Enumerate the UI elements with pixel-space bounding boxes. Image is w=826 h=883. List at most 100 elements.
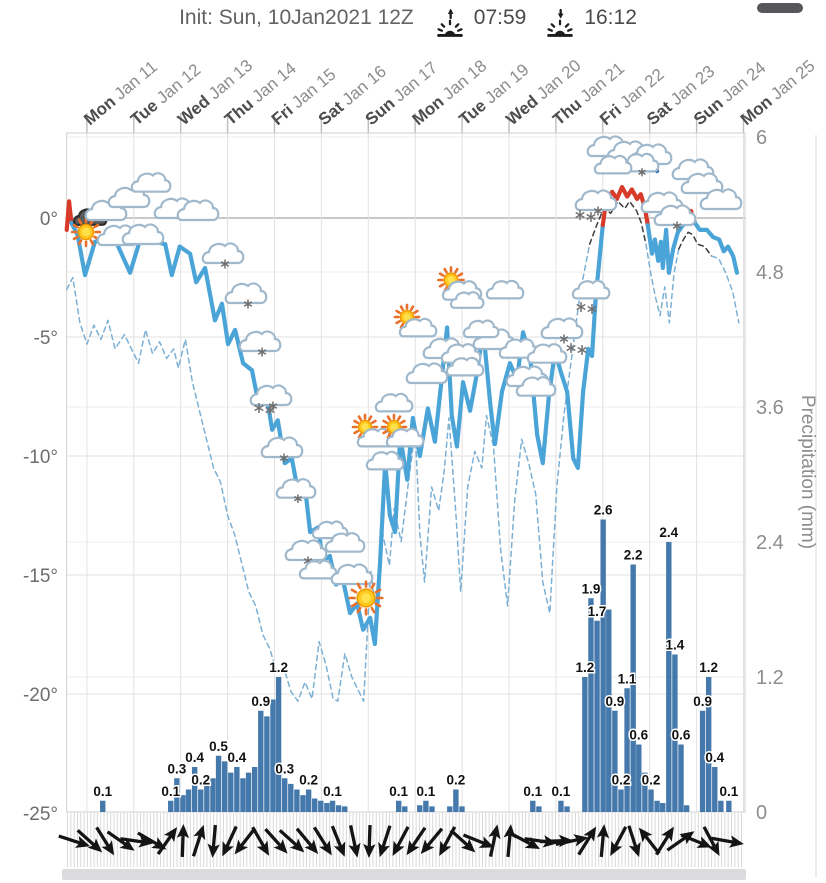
cloud-icon — [121, 223, 165, 246]
wind-arrow — [234, 827, 257, 855]
precip-value-label: 1.7 — [588, 604, 607, 619]
wind-arrow — [449, 829, 476, 853]
wind-arrow — [680, 833, 712, 848]
wind-arrow — [711, 835, 744, 848]
wind-arrow — [655, 826, 674, 856]
precip-value-label: 0.9 — [693, 694, 712, 709]
temp-tick-label: 0° — [40, 209, 58, 230]
precip-value-label: 0.6 — [629, 728, 648, 743]
precip-value-label: 1.9 — [582, 581, 601, 596]
precip-bar — [168, 800, 174, 812]
wind-arrow — [348, 825, 361, 858]
wind-arrow — [222, 825, 238, 857]
precip-bar — [594, 620, 600, 812]
drag-handle-icon[interactable] — [757, 3, 803, 13]
precip-bar — [288, 783, 294, 812]
precip-bar — [245, 772, 252, 812]
temperature-line — [64, 184, 740, 647]
wind-arrow — [638, 827, 661, 855]
precip-tick-label: 0 — [756, 802, 767, 824]
weather-icons — [70, 135, 743, 616]
wind-arrow — [156, 827, 178, 856]
cloud-icon — [526, 343, 568, 364]
precip-value-label: 0.4 — [185, 750, 204, 765]
precip-value-label: 0.1 — [719, 784, 738, 799]
temp-tick-label: -5° — [34, 328, 59, 349]
wind-arrow — [577, 826, 597, 856]
precip-value-label: 1.4 — [666, 638, 685, 653]
precip-value-label: 2.4 — [659, 525, 678, 540]
precip-bar — [294, 789, 300, 812]
cloud-icon — [324, 532, 366, 553]
cloud-icon — [374, 392, 414, 413]
precip-bar — [648, 789, 654, 812]
cloud-snow-icon — [284, 539, 328, 566]
wind-arrow — [503, 824, 516, 858]
cloud-icon — [445, 356, 485, 377]
precip-value-label: 0.2 — [446, 773, 465, 788]
init-label: Init: Sun, 10Jan2021 12Z — [179, 6, 414, 29]
precip-bar — [600, 519, 606, 812]
wind-arrows — [58, 824, 744, 858]
precip-bar — [258, 710, 264, 812]
precip-value-label: 0.1 — [161, 784, 180, 799]
precip-bar — [654, 800, 660, 812]
precip-bar — [453, 789, 459, 812]
precip-bar — [718, 800, 724, 812]
wind-arrow — [702, 826, 720, 857]
cloud-snow-icon — [574, 189, 618, 216]
precip-tick-label: 2.4 — [756, 532, 784, 554]
precip-bar — [100, 800, 106, 812]
temperature-line-segment — [64, 199, 74, 232]
cloud-icon — [593, 154, 633, 175]
precip-bar — [612, 710, 618, 812]
precip-value-label: 0.3 — [275, 761, 294, 776]
wind-arrow — [191, 824, 206, 857]
precip-bar — [300, 795, 306, 812]
cloud-icon — [405, 362, 449, 385]
precip-bar — [642, 772, 648, 812]
precip-bar — [402, 806, 408, 812]
precip-bar — [630, 564, 636, 812]
cloud-icon — [485, 279, 525, 300]
wind-arrow — [176, 824, 190, 858]
sun-cloud-icon — [393, 303, 438, 338]
precip-value-label: 2.2 — [624, 548, 643, 563]
wind-arrow — [510, 832, 540, 849]
temp-tick-label: -10° — [23, 447, 58, 468]
precip-value-label: 0.9 — [251, 694, 270, 709]
precip-value-label: 0.2 — [191, 773, 210, 788]
precip-bar — [215, 755, 222, 812]
precip-bar — [395, 800, 402, 812]
wind-arrow — [627, 825, 641, 858]
feels-like-line-segment — [645, 243, 680, 324]
precip-bar — [636, 744, 642, 812]
cloud-icon — [330, 563, 374, 586]
precip-value-label: 0.2 — [612, 773, 631, 788]
precip-value-labels: 0.1 0.10.30.40.20.50.40.91.20.30.20.1 0.1 0… — [92, 501, 740, 800]
wind-arrow — [462, 833, 495, 848]
precip-bar — [530, 800, 536, 812]
snowflakes-icon — [576, 302, 597, 314]
cloud-snow-icon — [260, 436, 304, 463]
precip-bar — [270, 699, 276, 812]
precip-bar — [221, 761, 228, 812]
wind-arrow — [392, 826, 410, 857]
precip-bar — [335, 805, 342, 812]
precip-bar — [699, 710, 706, 812]
precip-bar — [234, 767, 240, 812]
precip-bar — [624, 688, 630, 812]
precip-bar — [204, 783, 210, 812]
wind-arrow — [120, 835, 154, 848]
precip-bar — [329, 800, 336, 812]
cloud-snow-icon — [201, 242, 245, 269]
precip-bar — [342, 806, 348, 812]
cloud-snow-icon — [275, 478, 317, 503]
scrollbar-horizontal[interactable] — [62, 869, 746, 880]
feels-like-line — [65, 200, 740, 702]
precip-bar — [240, 778, 246, 812]
sun-icon — [348, 580, 384, 616]
wind-arrow — [378, 825, 392, 858]
wind-arrow — [58, 834, 91, 848]
